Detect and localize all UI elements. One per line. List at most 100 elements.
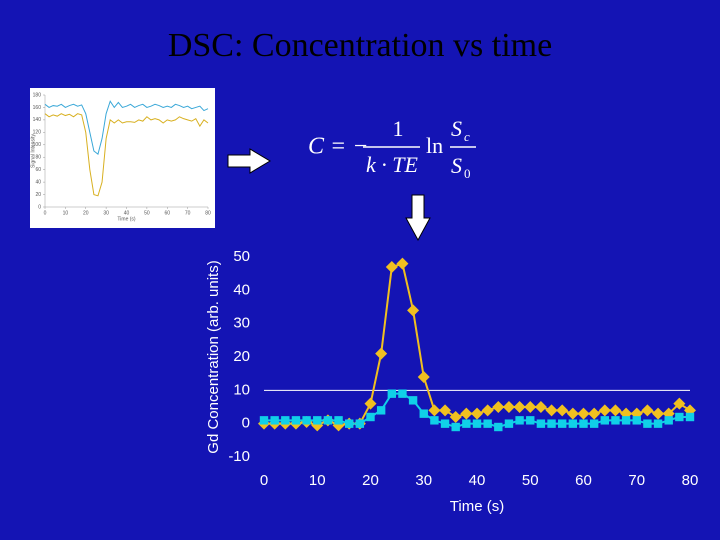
x-tick-label: 60	[164, 210, 170, 216]
marker	[632, 416, 641, 425]
y-tick-label: 140	[33, 117, 42, 123]
formula-lhs: C = −	[308, 134, 368, 160]
x-tick-label: 80	[682, 472, 699, 489]
marker	[302, 416, 311, 425]
marker	[419, 409, 428, 418]
y-tick-label: 10	[233, 381, 250, 398]
y-tick-label: 180	[33, 92, 42, 98]
x-tick-label: 30	[103, 210, 109, 216]
marker	[685, 412, 695, 422]
marker	[408, 396, 418, 405]
x-tick-label: 10	[63, 210, 69, 216]
x-tick-label: 70	[185, 210, 191, 216]
y-tick-label: 160	[33, 105, 42, 111]
formula-bottom: S	[451, 153, 462, 178]
marker	[345, 419, 354, 428]
arrow-right	[227, 148, 271, 174]
y-tick-label: 40	[233, 281, 250, 298]
formula-numerator: 1	[393, 116, 404, 141]
marker	[259, 416, 269, 425]
marker	[536, 419, 546, 428]
x-axis-label: Time (s)	[450, 498, 504, 515]
marker	[673, 397, 686, 410]
series-line	[44, 113, 209, 197]
y-tick-label: 40	[35, 179, 41, 185]
marker	[417, 371, 430, 383]
marker	[589, 419, 599, 428]
marker	[524, 401, 537, 413]
marker	[556, 404, 569, 417]
x-tick-label: 20	[83, 210, 89, 216]
marker	[600, 416, 609, 425]
x-tick-label: 10	[309, 472, 326, 489]
marker	[387, 389, 396, 398]
marker	[515, 416, 524, 425]
x-tick-label: 80	[205, 210, 211, 216]
x-tick-label: 50	[522, 472, 539, 489]
formula-denominator: k · TE	[366, 152, 419, 177]
marker	[439, 404, 452, 417]
y-tick-label: 80	[35, 155, 41, 161]
marker	[504, 419, 514, 428]
marker	[471, 407, 483, 420]
slide-title: DSC: Concentration vs time	[168, 27, 552, 64]
x-tick-label: 0	[44, 210, 47, 216]
marker	[407, 304, 420, 317]
y-tick-label: 30	[233, 315, 250, 332]
marker	[334, 416, 343, 425]
marker	[598, 404, 611, 417]
marker	[483, 419, 492, 428]
marker	[494, 422, 503, 432]
marker	[430, 416, 439, 425]
y-tick-label: 20	[35, 192, 41, 198]
marker	[440, 419, 450, 428]
marker	[547, 419, 556, 428]
y-tick-label: 0	[38, 204, 41, 210]
formula-bottom-sub: 0	[464, 166, 471, 181]
marker	[291, 416, 301, 425]
marker	[492, 401, 505, 413]
marker	[270, 416, 279, 425]
y-tick-label: 120	[33, 130, 42, 136]
marker	[513, 401, 526, 413]
x-tick-label: 20	[362, 472, 379, 489]
marker	[462, 419, 471, 428]
marker	[653, 419, 663, 428]
marker	[652, 407, 665, 420]
marker	[502, 401, 515, 413]
formula-log: ln	[426, 133, 443, 158]
x-tick-label: 40	[124, 210, 130, 216]
formula: C = − 1 k · TE ln S c S 0	[308, 116, 476, 181]
marker	[545, 404, 558, 417]
marker	[366, 412, 375, 422]
inset-background	[30, 88, 215, 228]
marker	[398, 389, 407, 398]
marker	[621, 416, 631, 425]
y-axis-label: Gd Concentration (arb. units)	[205, 260, 222, 453]
marker	[611, 416, 620, 425]
y-tick-label: 100	[33, 142, 42, 148]
marker	[568, 419, 578, 428]
x-tick-label: 30	[415, 472, 432, 489]
x-tick-label: 40	[469, 472, 486, 489]
formula-top-sub: c	[464, 129, 470, 144]
marker	[534, 401, 547, 413]
marker	[577, 407, 590, 420]
marker	[451, 422, 460, 432]
marker	[526, 416, 535, 425]
y-axis-label: Signal Intensity	[30, 134, 36, 168]
marker	[449, 411, 462, 423]
arrow-down	[405, 194, 431, 242]
marker	[385, 261, 398, 273]
marker	[558, 419, 567, 428]
marker	[609, 404, 622, 417]
y-tick-label: 50	[233, 248, 250, 265]
marker	[460, 407, 473, 420]
x-tick-label: 60	[575, 472, 592, 489]
marker	[588, 407, 601, 420]
marker	[355, 419, 365, 428]
marker	[375, 347, 388, 360]
marker	[472, 419, 482, 428]
marker	[664, 416, 673, 425]
